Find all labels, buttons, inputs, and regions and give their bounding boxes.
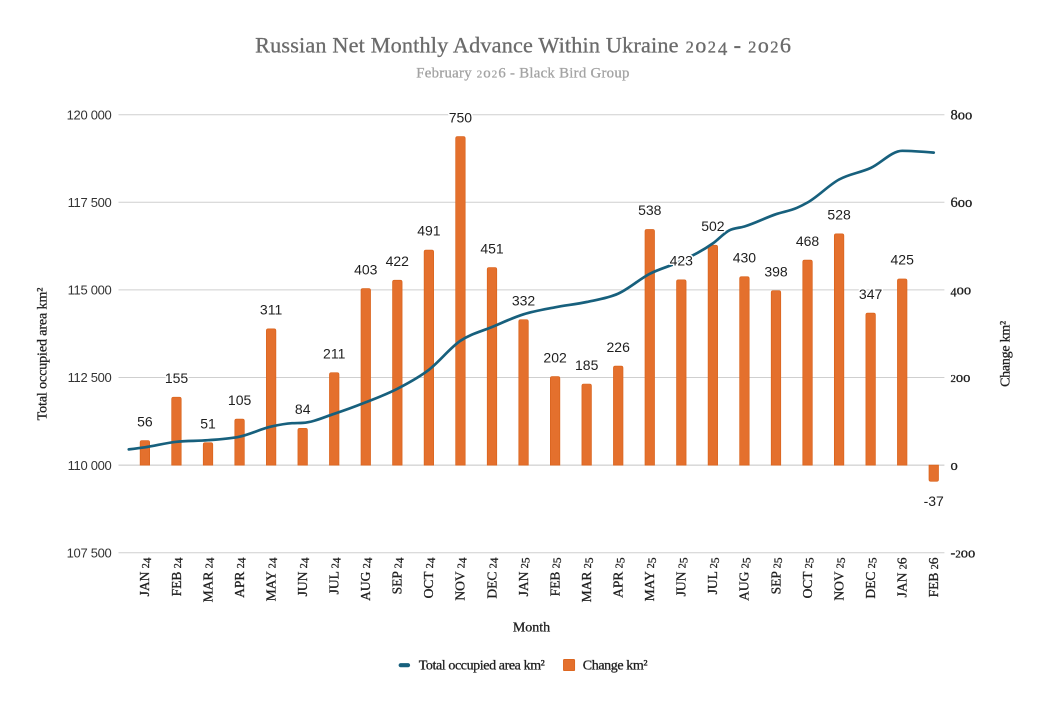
svg-text:JAN 25: JAN 25 <box>516 557 533 596</box>
svg-text:MAR 24: MAR 24 <box>200 557 217 602</box>
svg-text:MAR 25: MAR 25 <box>579 557 596 602</box>
svg-text:JUL 25: JUL 25 <box>705 557 722 594</box>
svg-text:120 000: 120 000 <box>67 107 112 122</box>
svg-text:DEC 24: DEC 24 <box>484 557 501 598</box>
svg-text:84: 84 <box>295 401 311 417</box>
svg-text:OCT 24: OCT 24 <box>421 557 438 598</box>
svg-text:117 500: 117 500 <box>68 195 112 210</box>
svg-text:FEB 24: FEB 24 <box>169 557 186 596</box>
svg-text:155: 155 <box>165 370 189 386</box>
svg-text:398: 398 <box>764 264 788 280</box>
svg-text:Month: Month <box>513 621 550 636</box>
svg-text:FEB 26: FEB 26 <box>926 557 941 597</box>
svg-text:6oo: 6oo <box>951 195 973 211</box>
svg-text:332: 332 <box>512 292 536 308</box>
svg-text:AUG 25: AUG 25 <box>737 557 754 601</box>
svg-text:468: 468 <box>796 233 820 249</box>
svg-text:Change km²: Change km² <box>583 658 648 673</box>
svg-text:185: 185 <box>575 357 599 373</box>
svg-text:Russian Net Monthly Advance Wi: Russian Net Monthly Advance Within Ukrai… <box>255 32 791 60</box>
svg-text:Change km²: Change km² <box>999 321 1014 387</box>
svg-text:430: 430 <box>733 250 757 266</box>
svg-text:226: 226 <box>607 339 631 355</box>
svg-text:NOV 24: NOV 24 <box>453 557 470 600</box>
svg-text:o: o <box>951 458 958 474</box>
svg-text:502: 502 <box>701 218 725 234</box>
svg-text:112 500: 112 500 <box>68 370 112 385</box>
svg-text:211: 211 <box>323 345 346 361</box>
svg-text:OCT 25: OCT 25 <box>800 557 817 598</box>
svg-text:110 000: 110 000 <box>68 458 112 473</box>
svg-text:February 2o26 - Black Bird Gro: February 2o26 - Black Bird Group <box>416 66 629 82</box>
svg-text:SEP 24: SEP 24 <box>390 557 407 594</box>
svg-text:Total occupied area km²: Total occupied area km² <box>419 658 545 673</box>
svg-text:DEC 25: DEC 25 <box>863 557 880 598</box>
svg-text:491: 491 <box>417 223 441 239</box>
svg-text:FEB 25: FEB 25 <box>547 557 564 596</box>
svg-text:107 500: 107 500 <box>67 545 112 560</box>
svg-text:202: 202 <box>543 349 567 365</box>
svg-text:2oo: 2oo <box>951 370 971 386</box>
svg-text:347: 347 <box>859 286 883 302</box>
svg-text:MAY 25: MAY 25 <box>642 557 659 601</box>
svg-text:JAN 26: JAN 26 <box>895 557 910 597</box>
svg-text:115 000: 115 000 <box>68 283 112 298</box>
svg-text:MAY 24: MAY 24 <box>263 557 280 601</box>
svg-text:425: 425 <box>891 252 915 268</box>
svg-text:56: 56 <box>137 413 153 429</box>
svg-text:8oo: 8oo <box>951 107 973 123</box>
svg-text:JUL 24: JUL 24 <box>327 557 344 594</box>
svg-text:SEP 25: SEP 25 <box>768 557 785 594</box>
svg-text:422: 422 <box>386 253 410 269</box>
svg-text:-37: -37 <box>924 493 944 509</box>
svg-text:750: 750 <box>449 109 473 125</box>
svg-text:4oo: 4oo <box>951 283 972 300</box>
svg-text:451: 451 <box>480 240 504 256</box>
svg-text:JUN 25: JUN 25 <box>674 557 691 596</box>
svg-text:JUN 24: JUN 24 <box>295 557 312 596</box>
svg-text:51: 51 <box>200 416 216 432</box>
svg-text:JAN 24: JAN 24 <box>137 557 154 596</box>
svg-text:311: 311 <box>260 302 283 318</box>
svg-text:423: 423 <box>670 253 694 269</box>
svg-text:Total occupied area km²: Total occupied area km² <box>36 288 51 421</box>
svg-text:403: 403 <box>354 261 378 277</box>
svg-text:APR 24: APR 24 <box>232 557 249 598</box>
svg-text:-2oo: -2oo <box>951 545 976 561</box>
svg-text:528: 528 <box>827 207 851 223</box>
svg-text:APR 25: APR 25 <box>611 557 628 598</box>
svg-text:AUG 24: AUG 24 <box>358 557 375 601</box>
svg-text:538: 538 <box>638 202 662 218</box>
svg-text:105: 105 <box>228 392 252 408</box>
svg-text:NOV 25: NOV 25 <box>831 557 848 600</box>
